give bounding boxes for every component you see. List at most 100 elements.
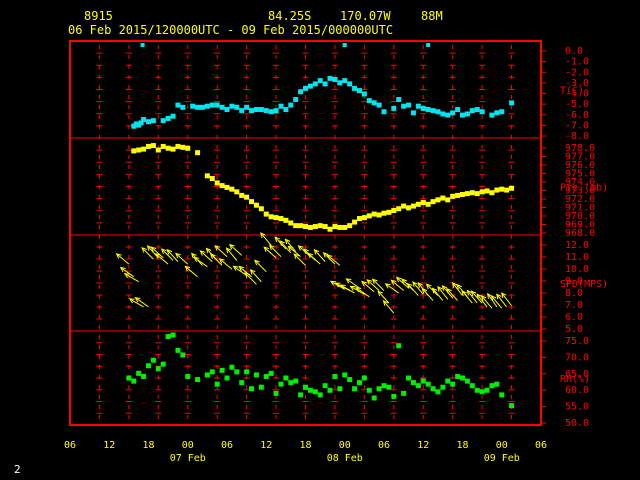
temperature-point (430, 108, 436, 114)
temperature-point (376, 102, 382, 108)
pressure-point (298, 223, 304, 229)
wind-arrow-head (437, 285, 443, 292)
x-tick-label: 00 (339, 440, 351, 451)
wind-arrow (160, 248, 174, 261)
temperature-point (410, 110, 416, 116)
x-tick-label: 12 (260, 440, 272, 451)
wind-arrow (501, 292, 512, 306)
wind-arrow-head (205, 247, 212, 254)
pressure-point (415, 201, 421, 207)
pressure-point (131, 148, 137, 154)
wind-arrow-head (431, 287, 438, 294)
relative_humidity-point (381, 383, 387, 389)
relative_humidity-point (464, 378, 470, 384)
pressure-point (381, 210, 387, 216)
wind-arrow (232, 265, 247, 276)
temperature-point (352, 85, 358, 91)
pressure-point (499, 186, 505, 192)
wind-arrow-shaft (279, 240, 292, 254)
relative_humidity-point (131, 378, 137, 384)
wind-arrow-head (417, 282, 424, 288)
wind-arrow-shaft (426, 283, 439, 296)
wind-arrow-head (501, 292, 507, 299)
temperature-point (391, 105, 397, 111)
wind-arrow-head (249, 268, 256, 275)
wind-arrow-head (190, 252, 197, 259)
temperature-point (180, 104, 186, 110)
y-tick-label: -1.0 (565, 57, 589, 68)
wind-arrow (150, 246, 164, 259)
pressure-point (278, 216, 284, 222)
temperature-point (342, 78, 348, 84)
pressure-point (307, 224, 313, 230)
time-range: 06 Feb 2015/120000UTC - 09 Feb 2015/0000… (68, 23, 394, 37)
y-tick-label: 973.0 (565, 186, 595, 197)
pressure-point (352, 219, 358, 225)
pressure-point (479, 189, 485, 195)
pressure-point (396, 206, 402, 212)
wind-arrow (184, 265, 198, 278)
y-tick-label: -6.0 (565, 110, 589, 121)
wind-arrow-head (279, 240, 285, 246)
wind-arrow-shaft (437, 286, 449, 300)
pressure-point (244, 194, 250, 200)
wind-arrow-shaft (141, 247, 154, 260)
y-tick-label: 60.0 (565, 385, 589, 396)
pressure-point (327, 226, 333, 232)
x-tick-label: 00 (182, 440, 194, 451)
relative_humidity-point (185, 373, 191, 379)
temperature-point (406, 102, 412, 108)
relative_humidity-point (175, 347, 181, 353)
pressure-point (175, 143, 181, 149)
wind-arrow-shaft (307, 253, 321, 265)
relative_humidity-point (268, 370, 274, 376)
wind-arrow (199, 250, 213, 263)
relative_humidity-point (298, 392, 304, 398)
wind-arrow-head (254, 259, 260, 266)
relative_humidity-point (322, 383, 328, 389)
wind-arrow (446, 287, 458, 301)
temperature-point (303, 85, 308, 91)
temperature-point (366, 98, 372, 104)
wind-arrow-head (377, 290, 384, 297)
x-tick-label: 06 (221, 440, 233, 451)
temperature-point (209, 102, 215, 108)
temperature-point (337, 80, 343, 86)
y-tick-label: 972.0 (565, 194, 595, 205)
relative_humidity-point (258, 384, 264, 390)
wind-arrow-shaft (260, 232, 272, 246)
wind-arrow-head (218, 258, 225, 264)
wind-arrow (461, 289, 473, 304)
wind-arrow-shaft (476, 293, 488, 308)
temperature-point (204, 103, 210, 109)
relative_humidity-point (337, 386, 343, 392)
relative_humidity-point (126, 375, 132, 381)
wind-arrow-shaft (377, 290, 390, 304)
pressure-point (263, 211, 269, 217)
wind-arrow-head (134, 297, 141, 303)
wind-arrow-shaft (200, 250, 213, 263)
wind-arrow-head (466, 289, 473, 296)
wind-arrow-head (232, 265, 239, 271)
pressure-point (445, 197, 451, 203)
relative_humidity-point (440, 384, 446, 390)
relative_humidity-point (224, 375, 230, 381)
temperature-point (420, 105, 426, 111)
pressure-point (391, 208, 397, 214)
pressure-point (170, 146, 176, 152)
wind-arrow-head (293, 253, 300, 259)
relative_humidity-point (249, 386, 255, 392)
temperature-point (464, 111, 470, 117)
wind-arrow-head (307, 252, 314, 259)
pressure-point (219, 183, 225, 189)
wind-arrow (128, 298, 144, 308)
temperature-point (150, 118, 156, 124)
relative_humidity-point (253, 372, 259, 378)
wind-arrow-head (425, 283, 432, 290)
relative_humidity-point (445, 378, 451, 384)
wind-arrow-head (154, 253, 161, 259)
y-tick-label: 968.0 (565, 228, 595, 239)
relative_humidity-point (396, 343, 402, 349)
temperature-point (440, 111, 446, 117)
pressure-point (469, 190, 475, 196)
